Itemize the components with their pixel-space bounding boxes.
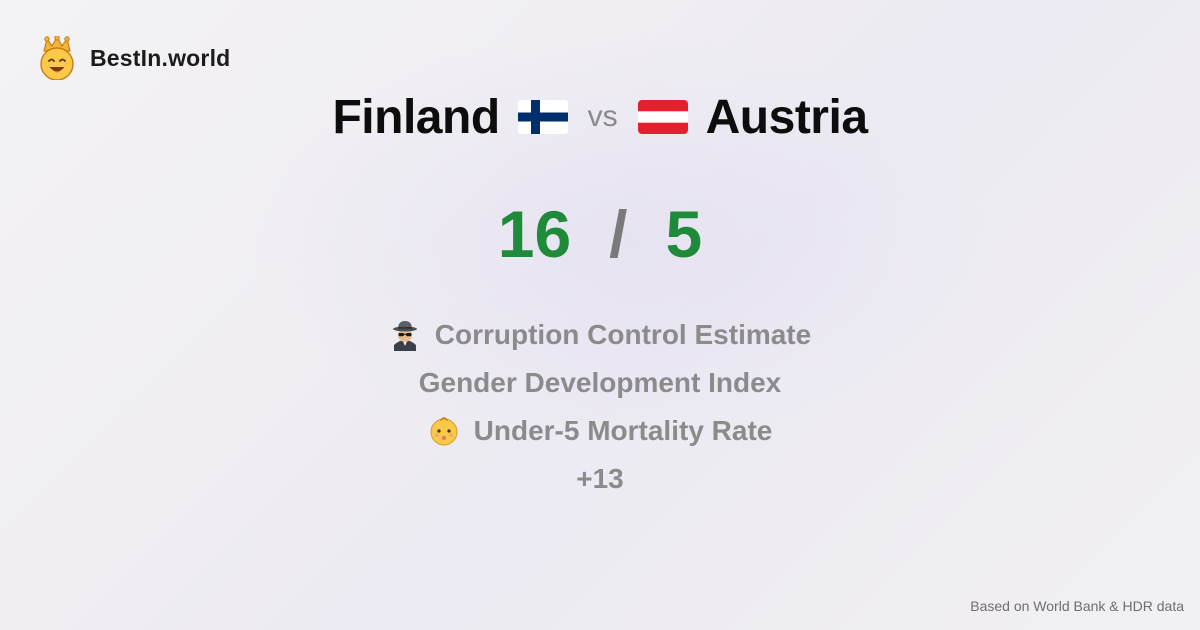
metric-label: Corruption Control Estimate (434, 319, 812, 350)
metric-item: Under-5 Mortality Rate (0, 407, 1200, 455)
metric-label: Under-5 Mortality Rate (473, 415, 773, 446)
finland-flag-icon (517, 100, 568, 134)
more-metrics-count[interactable]: +13 (576, 463, 624, 494)
crowned-smiley-icon (40, 36, 74, 80)
metric-item: Corruption Control Estimate (0, 311, 1200, 359)
score-right: 5 (665, 197, 703, 271)
data-source-note: Based on World Bank & HDR data (970, 598, 1184, 614)
austria-flag-icon (637, 100, 688, 134)
country-left-name[interactable]: Finland (332, 90, 500, 144)
score-separator: / (609, 197, 628, 271)
baby-icon (430, 417, 458, 446)
metric-item: Gender Development Index (0, 359, 1200, 407)
metric-label: Gender Development Index (418, 367, 782, 398)
score-left: 16 (497, 197, 572, 271)
comparison-title: Finland vs Austria (0, 82, 1200, 152)
score-row: 16 / 5 (0, 192, 1200, 276)
vs-label: vs (587, 100, 618, 133)
brand-name: BestIn.world (90, 44, 231, 71)
metrics-list: Corruption Control Estimate Gender Devel… (0, 311, 1200, 503)
country-right-name[interactable]: Austria (705, 90, 868, 144)
spy-icon (392, 321, 417, 351)
brand[interactable]: BestIn.world (38, 36, 230, 80)
